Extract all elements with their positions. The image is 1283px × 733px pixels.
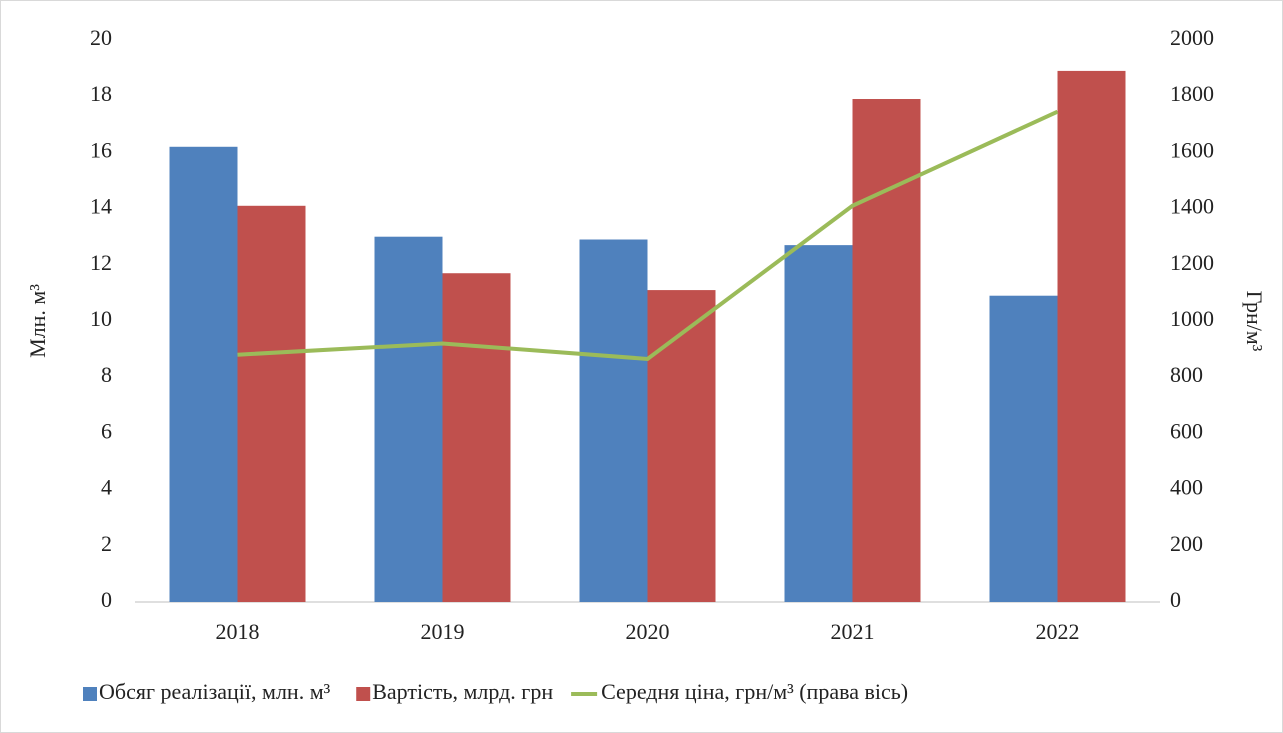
y-tick-label: 16 — [90, 137, 112, 162]
bar — [989, 295, 1058, 602]
y-axis-label: Млн. м³ — [25, 284, 50, 358]
y-tick-label: 14 — [90, 194, 112, 219]
legend-label: Середня ціна, грн/м³ (права вісь) — [601, 679, 908, 704]
x-tick-label: 2021 — [831, 619, 875, 644]
y2-tick-label: 1200 — [1170, 250, 1214, 275]
y2-tick-label: 800 — [1170, 362, 1203, 387]
x-tick-label: 2019 — [421, 619, 465, 644]
y-tick-label: 12 — [90, 250, 112, 275]
y-tick-label: 8 — [101, 362, 112, 387]
legend-swatch — [83, 687, 97, 701]
bar — [237, 205, 306, 603]
y2-tick-label: 1600 — [1170, 137, 1214, 162]
legend-label: Обсяг реалізації, млн. м³ — [99, 679, 331, 704]
x-tick-label: 2022 — [1036, 619, 1080, 644]
y2-tick-label: 400 — [1170, 475, 1203, 500]
y-tick-label: 10 — [90, 306, 112, 331]
x-tick-label: 2018 — [216, 619, 260, 644]
y2-axis-label: Грн/м³ — [1242, 291, 1267, 352]
line — [237, 109, 1059, 361]
y2-tick-label: 1800 — [1170, 81, 1214, 106]
y-tick-label: 0 — [101, 587, 112, 612]
x-tick-label: 2020 — [626, 619, 670, 644]
bar — [784, 245, 853, 602]
bar — [442, 273, 511, 602]
y-tick-label: 20 — [90, 25, 112, 50]
y2-tick-label: 1400 — [1170, 194, 1214, 219]
bar — [1057, 70, 1126, 602]
y2-tick-label: 600 — [1170, 418, 1203, 443]
legend-swatch — [356, 687, 371, 701]
y2-tick-label: 0 — [1170, 587, 1181, 612]
y2-tick-label: 200 — [1170, 531, 1203, 556]
bar — [852, 99, 921, 602]
y-tick-label: 6 — [101, 418, 112, 443]
y-tick-label: 18 — [90, 81, 112, 106]
bar — [169, 146, 238, 602]
bar — [579, 239, 648, 602]
y2-tick-label: 2000 — [1170, 25, 1214, 50]
y-tick-label: 2 — [101, 531, 112, 556]
bar — [374, 236, 443, 602]
y2-tick-label: 1000 — [1170, 306, 1214, 331]
y-tick-label: 4 — [101, 475, 112, 500]
bar — [647, 290, 716, 602]
legend-label: Вартість, млрд. грн — [372, 679, 553, 704]
